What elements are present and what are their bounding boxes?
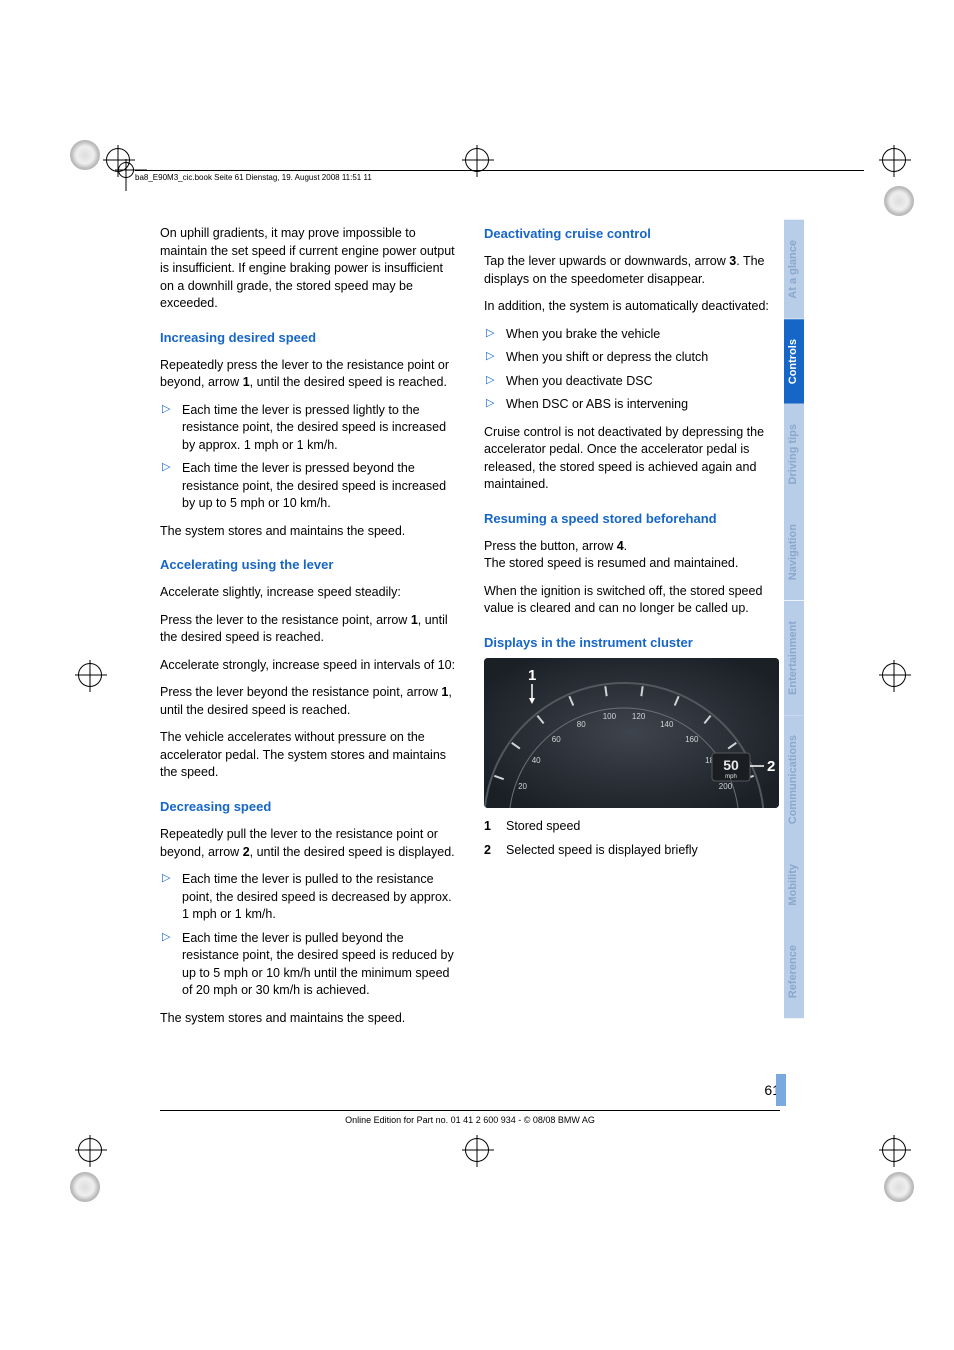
svg-text:200: 200 (719, 782, 733, 791)
tab-navigation: Navigation (784, 504, 804, 600)
footer-text: Online Edition for Part no. 01 41 2 600 … (160, 1115, 780, 1125)
registration-mark (465, 148, 489, 172)
svg-text:2: 2 (767, 758, 775, 775)
registration-mark (882, 663, 906, 687)
svg-text:mph: mph (725, 774, 737, 780)
registration-mark (118, 162, 136, 180)
content: On uphill gradients, it may prove imposs… (160, 225, 780, 1027)
list-item: When you deactivate DSC (484, 373, 780, 391)
legend-item: 1Stored speed (484, 818, 780, 836)
svg-text:1: 1 (528, 667, 536, 684)
registration-mark (78, 1138, 102, 1162)
heading-decreasing-speed: Decreasing speed (160, 798, 456, 816)
body-text: Accelerate slightly, increase speed stea… (160, 584, 456, 602)
body-text: Tap the lever upwards or downwards, arro… (484, 253, 780, 288)
bullet-list: Each time the lever is pressed lightly t… (160, 402, 456, 513)
speed-indicator: 50 mph (712, 753, 750, 781)
list-item: When you brake the vehicle (484, 326, 780, 344)
body-text: The vehicle accelerates without pressure… (160, 729, 456, 782)
body-text: The system stores and maintains the spee… (160, 523, 456, 541)
registration-mark (465, 1138, 489, 1162)
heading-deactivating: Deactivating cruise control (484, 225, 780, 243)
section-tabs: At a glanceControlsDriving tipsNavigatio… (784, 220, 804, 1019)
page-number-bar (776, 1074, 786, 1106)
list-item: Each time the lever is pulled beyond the… (160, 930, 456, 1000)
heading-displays-cluster: Displays in the instrument cluster (484, 634, 780, 652)
svg-text:50: 50 (723, 757, 739, 773)
svg-text:120: 120 (632, 712, 646, 721)
list-item: Each time the lever is pressed lightly t… (160, 402, 456, 455)
registration-mark (882, 1138, 906, 1162)
print-header-text: ba8_E90M3_cic.book Seite 61 Dienstag, 19… (135, 173, 372, 182)
tab-controls: Controls (784, 319, 804, 404)
svg-text:40: 40 (532, 756, 541, 765)
svg-text:60: 60 (552, 735, 561, 744)
body-text: In addition, the system is automatically… (484, 298, 780, 316)
page-number: 61 (764, 1082, 780, 1104)
print-rosette (884, 1172, 914, 1202)
tab-communications: Communications (784, 715, 804, 844)
svg-text:80: 80 (577, 720, 586, 729)
body-text: Cruise control is not deactivated by dep… (484, 424, 780, 494)
tab-driving-tips: Driving tips (784, 404, 804, 505)
heading-accelerating: Accelerating using the lever (160, 556, 456, 574)
print-rosette (884, 186, 914, 216)
body-text: When the ignition is switched off, the s… (484, 583, 780, 618)
list-item: Each time the lever is pulled to the res… (160, 871, 456, 924)
body-text: Repeatedly press the lever to the resist… (160, 357, 456, 392)
print-header: ba8_E90M3_cic.book Seite 61 Dienstag, 19… (135, 170, 864, 173)
figure-legend: 1Stored speed 2Selected speed is display… (484, 818, 780, 859)
tab-reference: Reference (784, 925, 804, 1018)
svg-text:20: 20 (518, 782, 527, 791)
print-rosette (70, 140, 100, 170)
tab-mobility: Mobility (784, 844, 804, 926)
svg-text:160: 160 (685, 735, 699, 744)
body-text: Repeatedly pull the lever to the resista… (160, 826, 456, 861)
bullet-list: When you brake the vehicle When you shif… (484, 326, 780, 414)
list-item: When you shift or depress the clutch (484, 349, 780, 367)
body-text: Accelerate strongly, increase speed in i… (160, 657, 456, 675)
svg-text:140: 140 (660, 720, 674, 729)
instrument-cluster-figure: 20406080100120140160180200 1 (484, 658, 779, 808)
page-footer: 61 Online Edition for Part no. 01 41 2 6… (160, 1110, 780, 1125)
bullet-list: Each time the lever is pulled to the res… (160, 871, 456, 1000)
body-text: Press the button, arrow 4. The stored sp… (484, 538, 780, 573)
list-item: Each time the lever is pressed beyond th… (160, 460, 456, 513)
left-column: On uphill gradients, it may prove imposs… (160, 225, 456, 1027)
body-text: Press the lever to the resistance point,… (160, 612, 456, 647)
body-text: On uphill gradients, it may prove imposs… (160, 225, 456, 313)
body-text: Press the lever beyond the resistance po… (160, 684, 456, 719)
legend-item: 2Selected speed is displayed briefly (484, 842, 780, 860)
registration-mark (882, 148, 906, 172)
registration-mark (78, 663, 102, 687)
tab-at-a-glance: At a glance (784, 220, 804, 319)
svg-text:100: 100 (603, 712, 617, 721)
print-rosette (70, 1172, 100, 1202)
tab-entertainment: Entertainment (784, 601, 804, 715)
right-column: Deactivating cruise control Tap the leve… (484, 225, 780, 1027)
body-text: The system stores and maintains the spee… (160, 1010, 456, 1028)
list-item: When DSC or ABS is intervening (484, 396, 780, 414)
heading-increasing-speed: Increasing desired speed (160, 329, 456, 347)
heading-resuming-speed: Resuming a speed stored beforehand (484, 510, 780, 528)
